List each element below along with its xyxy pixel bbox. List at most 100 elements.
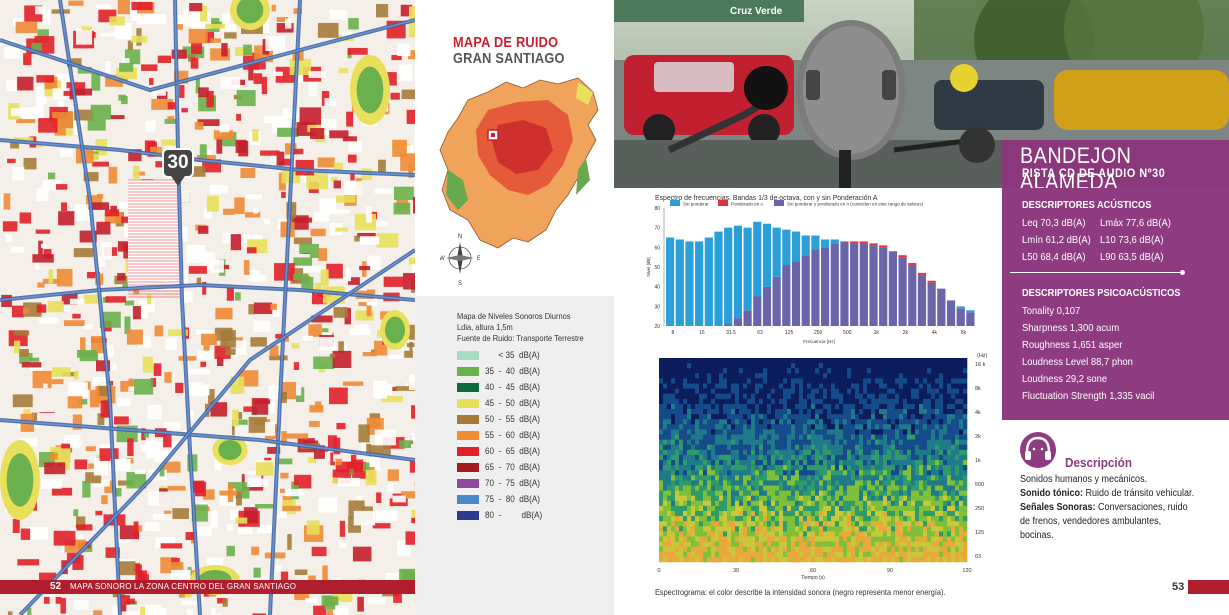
x-tick-label: 250 <box>814 330 823 336</box>
bar-unweighted <box>811 235 820 250</box>
site-header-band <box>1002 140 1229 188</box>
bar-unweighted <box>714 231 723 326</box>
legend-swatch <box>457 462 479 472</box>
legend-label: < 35 dB(A) <box>485 350 540 360</box>
bar-common <box>888 251 897 326</box>
location-pin-marker[interactable]: 30 <box>162 148 194 178</box>
description-line-5: bocinas. <box>1020 530 1054 541</box>
legend-swatch <box>457 478 479 488</box>
legend-row: 40 - 45 dB(A) <box>457 382 546 392</box>
acoustic-lmin: Lmín 61,2 dB(A) <box>1022 234 1091 246</box>
legend-label: 35 - 40 dB(A) <box>485 366 540 376</box>
bar-common <box>743 310 752 326</box>
acoustic-l50: L50 68,4 dB(A) <box>1022 251 1086 263</box>
bar-common <box>956 308 965 326</box>
spectrogram-y-tick: 125 <box>975 530 984 536</box>
chart-legend-item: Ponderado en A <box>718 200 763 207</box>
y-tick-label: 30 <box>654 304 660 310</box>
bar-common <box>733 318 742 326</box>
legend-row: 80 - dB(A) <box>457 510 549 520</box>
bar-unweighted <box>966 310 975 313</box>
compass-rose-icon: N S W E <box>439 228 481 288</box>
bar-a-weighted <box>898 255 907 258</box>
bar-unweighted <box>685 241 694 326</box>
right-footer-bar <box>1188 580 1229 594</box>
headphones-icon <box>1018 430 1058 470</box>
left-footer-bar <box>0 580 415 594</box>
spectrogram-x-tick: 120 <box>962 568 971 574</box>
bar-common <box>782 265 791 326</box>
spectrogram-y-tick: 63 <box>975 554 981 560</box>
y-tick-label: 80 <box>654 206 660 212</box>
sound-signals-value: Conversaciones, ruido <box>1095 502 1188 513</box>
bar-unweighted <box>743 227 752 311</box>
bar-common <box>801 255 810 326</box>
bar-common <box>937 288 946 326</box>
legend-row: < 35 dB(A) <box>457 350 546 360</box>
legend-label: 75 - 80 dB(A) <box>485 494 540 504</box>
audio-track-label: PISTA CD DE AUDIO Nº30 <box>1022 166 1166 180</box>
x-tick-label: 63 <box>757 330 763 336</box>
y-tick-label: 20 <box>654 324 660 330</box>
legend-title: Mapa de Niveles Sonoros Diurnos Ldia, al… <box>457 311 584 344</box>
bar-common <box>772 276 781 326</box>
psychoacoustic-descriptors-title: DESCRIPTORES PSICOACÚSTICOS <box>1022 287 1181 299</box>
legend-label: 40 - 45 dB(A) <box>485 382 540 392</box>
psycho-roughness: Roughness 1,651 asper <box>1022 339 1123 351</box>
x-tick-label: 2k <box>903 330 909 336</box>
left-page-number: 52 <box>50 581 62 592</box>
chart-legend-label: Sin ponderar <box>683 202 709 207</box>
bar-unweighted <box>956 306 965 309</box>
compass-n: N <box>458 234 462 240</box>
divider-dot-icon <box>1180 270 1185 275</box>
x-tick-label: 500 <box>843 330 852 336</box>
spectrogram-y-tick: 500 <box>975 482 984 488</box>
bar-common <box>821 247 830 326</box>
description-line-1: Sonidos humanos y mecánicos. <box>1020 474 1148 485</box>
y-tick-label: 50 <box>654 265 660 271</box>
bar-unweighted <box>733 225 742 319</box>
tonal-sound-label: Sonido tónico: <box>1020 488 1083 499</box>
legend-swatch <box>457 350 479 360</box>
legend-swatch <box>457 398 479 408</box>
bar-unweighted <box>753 221 762 297</box>
bar-unweighted <box>666 237 675 326</box>
bar-common <box>724 324 733 326</box>
bar-a-weighted <box>927 280 936 283</box>
bar-common <box>859 243 868 326</box>
spectrogram-y-unit: (Hz) <box>977 353 988 359</box>
y-axis-label: Nivel [dB] <box>646 257 651 276</box>
bar-unweighted <box>782 229 791 266</box>
chart-legend-label: Ponderado en A <box>731 202 763 207</box>
legend-label: 60 - 65 dB(A) <box>485 446 540 456</box>
bar-common <box>917 274 927 326</box>
description-tonal-sound: Sonido tónico: Ruido de tránsito vehicul… <box>1020 488 1194 499</box>
bar-common <box>946 300 956 326</box>
bar-a-weighted <box>879 245 888 248</box>
x-tick-label: 8k <box>961 330 967 336</box>
compass-w: W <box>440 256 445 262</box>
bar-a-weighted <box>869 243 878 246</box>
legend-row: 35 - 40 dB(A) <box>457 366 546 376</box>
x-tick-label: 31.5 <box>726 330 736 336</box>
bar-common <box>840 241 849 326</box>
bar-common <box>898 257 907 326</box>
spectrogram-y-tick: 2k <box>975 434 981 440</box>
spectrogram-x-tick: 30 <box>733 568 739 574</box>
legend-row: 55 - 60 dB(A) <box>457 430 546 440</box>
description-line-4: de frenos, vendedores ambulantes, <box>1020 516 1162 527</box>
bar-common <box>879 247 888 326</box>
psycho-sharpness: Sharpness 1,300 acum <box>1022 322 1120 334</box>
left-footer-caption: MAPA SONORO LA ZONA CENTRO DEL GRAN SANT… <box>70 582 297 591</box>
pin-number: 30 <box>167 152 189 173</box>
acoustic-lmax: Lmáx 77,6 dB(A) <box>1100 217 1171 229</box>
descriptor-divider <box>1010 272 1180 273</box>
bar-unweighted <box>830 239 839 244</box>
acoustic-descriptors-title: DESCRIPTORES ACÚSTICOS <box>1022 199 1152 211</box>
psycho-loudness: Loudness 29,2 sone <box>1022 373 1108 385</box>
bar-unweighted <box>724 227 733 325</box>
legend-swatch <box>457 382 479 392</box>
legend-label: 55 - 60 dB(A) <box>485 430 540 440</box>
map-subtitle: GRAN SANTIAGO <box>453 50 565 67</box>
description-sound-signals: Señales Sonoras: Conversaciones, ruido <box>1020 502 1188 513</box>
